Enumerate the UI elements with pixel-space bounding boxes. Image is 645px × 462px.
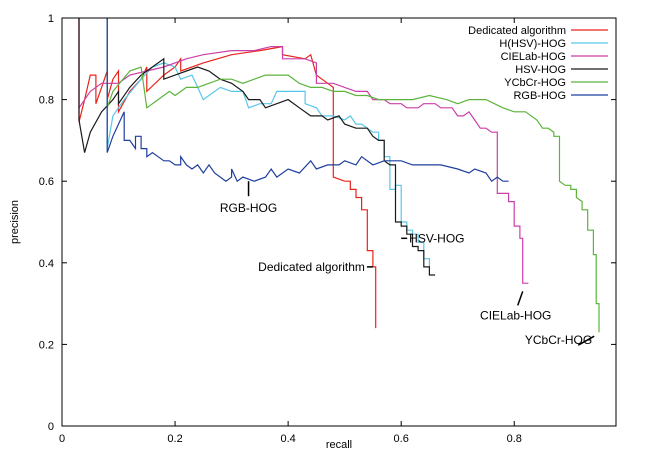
x-tick-label: 0.2 xyxy=(167,433,182,445)
x-tick-label: 0.4 xyxy=(280,433,295,445)
legend-label-0: Dedicated algorithm xyxy=(468,25,566,37)
annotation-label-3: CIELab-HOG xyxy=(480,308,551,322)
y-axis-label: precision xyxy=(9,200,21,244)
series-line-5 xyxy=(106,18,509,183)
series-line-2 xyxy=(78,18,529,284)
series-line-4 xyxy=(106,18,600,333)
y-tick-label: 0.4 xyxy=(39,258,54,270)
y-tick-label: 0.8 xyxy=(39,95,54,107)
x-tick-label: 0 xyxy=(59,433,65,445)
y-tick-label: 1 xyxy=(48,13,54,25)
annotation-label-2: Dedicated algorithm xyxy=(258,260,365,274)
y-tick-label: 0.2 xyxy=(39,339,54,351)
annotation-label-4: YCbCr-HOG xyxy=(525,333,592,347)
x-tick-label: 0.6 xyxy=(394,433,409,445)
series-line-3 xyxy=(78,18,436,276)
annotation-label-0: RGB-HOG xyxy=(220,201,277,215)
axis-ticks: 0 0.2 0.4 0.6 0.8 0 0.2 0.4 0.6 0.8 1 xyxy=(39,13,616,445)
annotation-layer: RGB-HOG HSV-HOG Dedicated algorithm CIELab-… xyxy=(220,181,595,347)
legend-label-3: HSV-HOG xyxy=(515,64,566,76)
series-layer xyxy=(78,18,600,333)
legend-label-5: RGB-HOG xyxy=(513,90,566,102)
legend-label-2: CIELab-HOG xyxy=(501,51,566,63)
y-tick-label: 0.6 xyxy=(39,176,54,188)
legend-label-1: H(HSV)-HOG xyxy=(499,38,566,50)
legend-label-4: YCbCr-HOG xyxy=(504,77,566,89)
annotation-label-1: HSV-HOG xyxy=(409,231,464,245)
annotation-leader-4 xyxy=(577,335,595,346)
y-tick-label: 0 xyxy=(48,421,54,433)
annotation-leader-3 xyxy=(517,291,524,306)
x-axis-label: recall xyxy=(326,439,352,451)
x-tick-label: 0.8 xyxy=(507,433,522,445)
legend: Dedicated algorithmH(HSV)-HOGCIELab-HOGH… xyxy=(468,25,608,102)
plot-frame xyxy=(61,17,617,427)
